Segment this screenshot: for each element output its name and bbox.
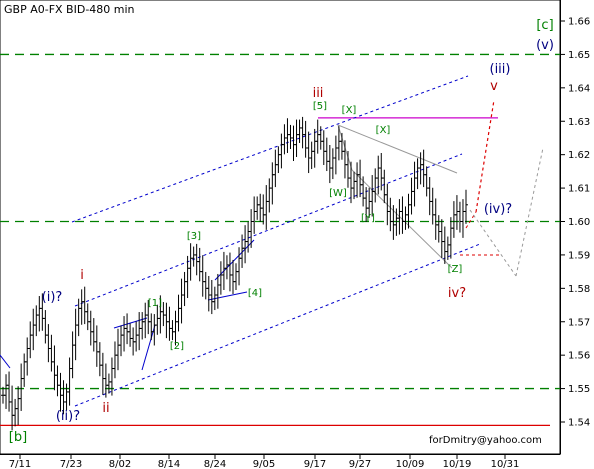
y-tick-label: 1.54 (568, 418, 590, 429)
trend-line (141, 324, 156, 371)
credit-text: forDmitry@yahoo.com (429, 435, 542, 446)
y-tick-label: 1.60 (568, 217, 590, 228)
wave-label: i (80, 268, 84, 283)
y-tick-label: 1.62 (568, 150, 590, 161)
trend-line (71, 75, 469, 223)
trend-line (337, 124, 458, 174)
wave-label: iv? (448, 286, 466, 301)
y-tick-label: 1.61 (568, 184, 590, 195)
x-tick-label: 8/24 (204, 459, 226, 469)
wave-label: [W] (329, 188, 347, 199)
y-tick-label: 1.59 (568, 250, 590, 261)
wave-label: (v) (536, 38, 554, 53)
wave-label: iii (313, 86, 324, 101)
x-tick-label: 10/19 (443, 459, 472, 469)
x-tick-label: 8/02 (109, 459, 131, 469)
ohlc-bar (464, 189, 468, 224)
wave-label: [Y] (361, 213, 375, 224)
y-tick-label: 1.58 (568, 284, 590, 295)
wave-label: ii (102, 401, 109, 416)
y-tick-label: 1.66 (568, 17, 590, 28)
wave-label: v (490, 79, 498, 94)
wave-label: (iii) (490, 62, 511, 77)
wave-label: [c] (536, 18, 553, 33)
wave-label: [b] (9, 430, 27, 445)
wave-label: [X] (376, 125, 391, 136)
wave-label: (iv)? (484, 202, 512, 217)
trend-line (0, 354, 11, 369)
wave-label: [4] (248, 288, 262, 299)
trend-line (74, 243, 481, 407)
y-tick-label: 1.57 (568, 317, 590, 328)
wave-label: [5] (313, 101, 327, 112)
x-tick-label: 7/11 (9, 459, 31, 469)
y-tick-label: 1.65 (568, 50, 590, 61)
x-tick-label: 10/31 (491, 459, 520, 469)
trend-line (475, 99, 495, 213)
y-tick-label: 1.56 (568, 351, 590, 362)
trend-line (214, 239, 255, 281)
wave-label: [1] (148, 298, 162, 309)
y-tick-label: 1.55 (568, 384, 590, 395)
trend-line (469, 209, 517, 277)
y-tick-label: 1.64 (568, 83, 590, 94)
wave-label: [3] (187, 231, 201, 242)
y-tick-label: 1.63 (568, 117, 590, 128)
plot-area (560, 0, 594, 469)
chart-title: GBP A0-FX BID-480 min (4, 3, 135, 16)
wave-label: [X] (342, 105, 357, 116)
trend-line (113, 317, 148, 329)
x-tick-label: 9/27 (349, 459, 371, 469)
x-tick-label: 7/23 (60, 459, 82, 469)
wave-label: (i)? (42, 290, 63, 305)
trend-line (515, 147, 544, 277)
x-tick-label: 10/09 (396, 459, 425, 469)
wave-label: [2] (170, 341, 184, 352)
x-tick-label: 9/17 (304, 459, 326, 469)
wave-label: (ii)? (56, 409, 80, 424)
x-tick-label: 8/14 (158, 459, 180, 469)
wave-label: [Z] (448, 264, 463, 275)
plot-area (0, 0, 561, 455)
x-tick-label: 9/05 (253, 459, 275, 469)
